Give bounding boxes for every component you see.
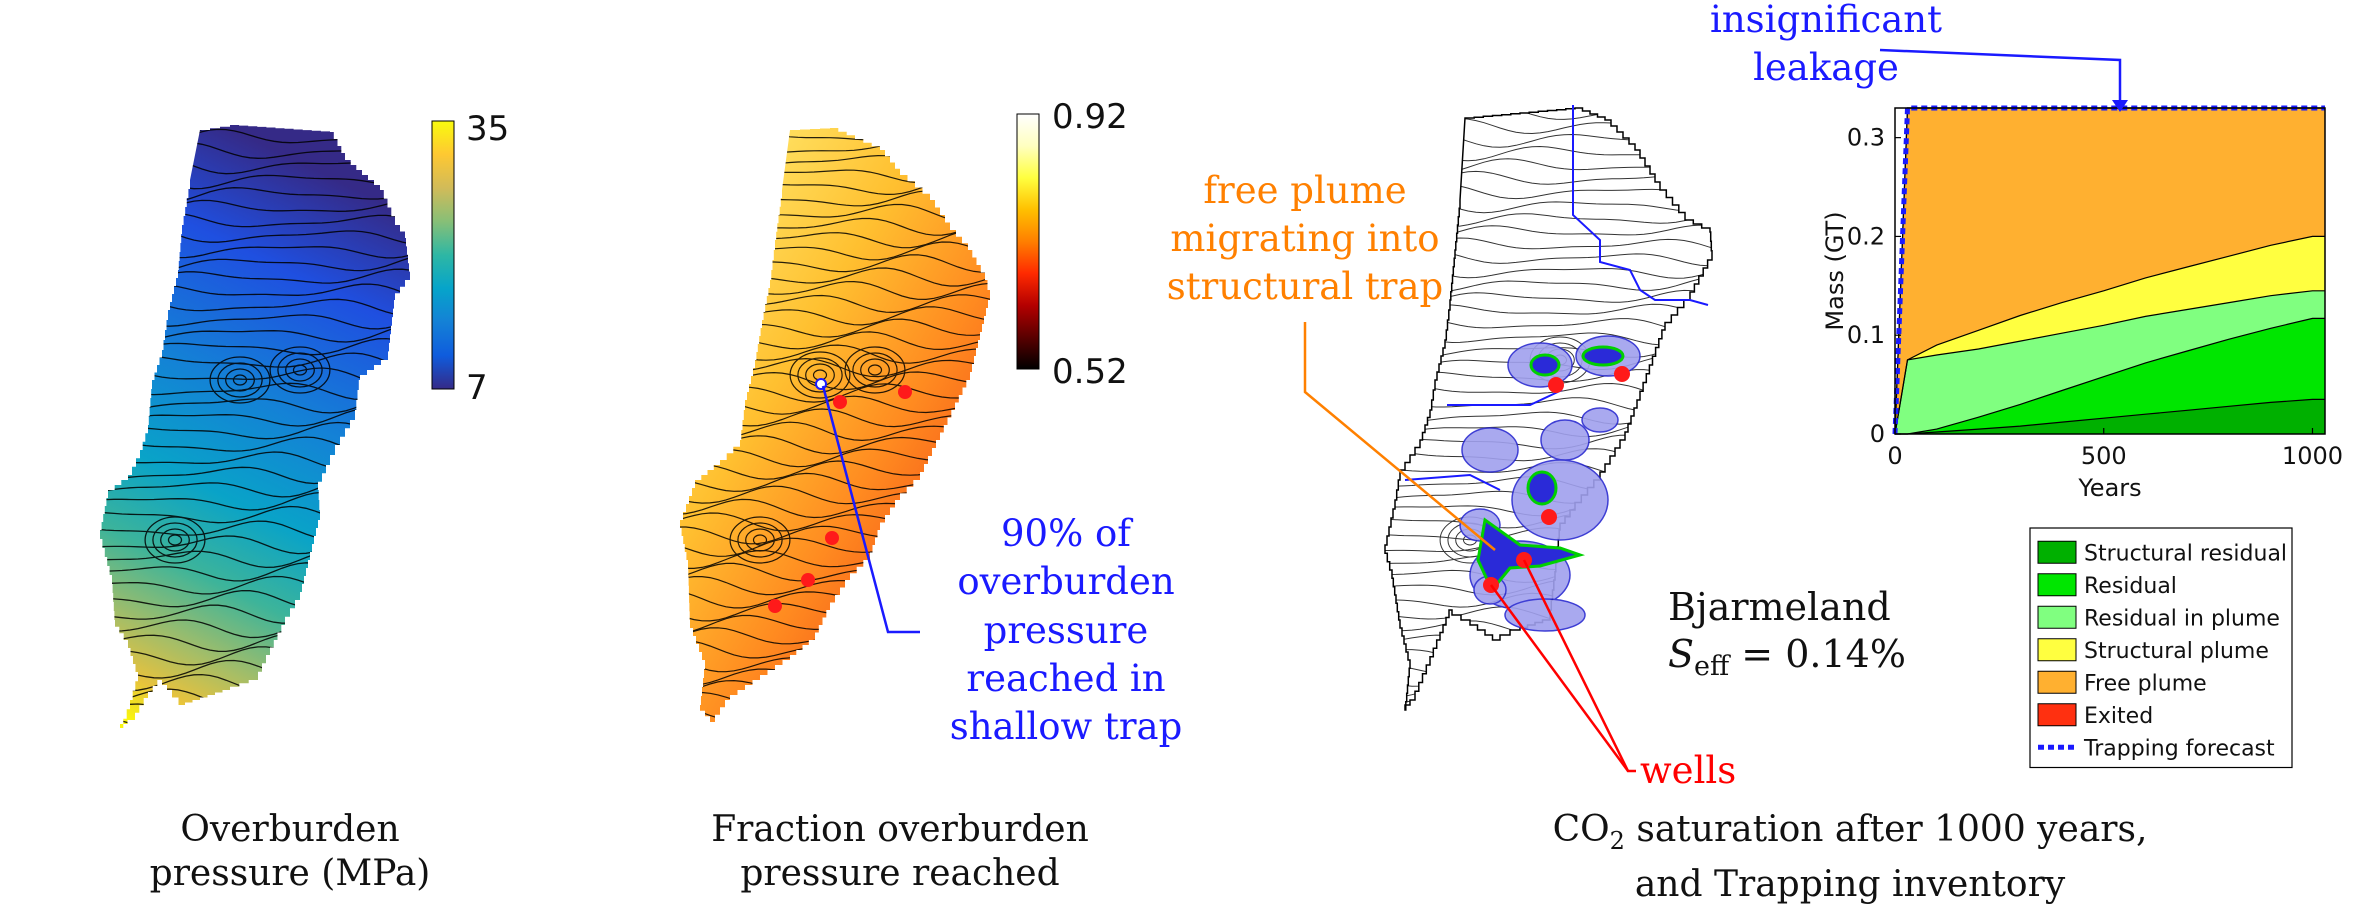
y-axis-label: Mass (GT) <box>1821 211 1849 330</box>
plume-annotation-line2: migrating into <box>1170 217 1439 260</box>
wells-annotation-leader-2 <box>1489 584 1630 772</box>
fraction-field <box>680 128 990 722</box>
plume-annotation-line3: structural trap <box>1167 265 1443 308</box>
spill-path-1 <box>1572 105 1709 306</box>
fraction-well-2 <box>898 385 912 399</box>
caption-overburden-line2: pressure (MPa) <box>149 853 431 894</box>
area-free-plume <box>1895 108 2325 434</box>
caption-saturation-line2: and Trapping inventory <box>1634 864 2066 906</box>
x-tick-label: 500 <box>2081 442 2127 470</box>
caption-overburden-line1: Overburden <box>180 809 400 850</box>
x-axis-ticks: 0 500 1000 <box>1887 428 2343 470</box>
overburden-map <box>100 125 410 728</box>
legend-label: Residual <box>2084 574 2177 599</box>
y-tick-label: 0 <box>1870 420 1885 448</box>
legend-swatch <box>2037 540 2077 564</box>
overburden-colorbar: 35 7 <box>431 109 509 408</box>
caption-saturation-line1: CO2 saturation after 1000 years, <box>1552 809 2148 856</box>
plot-frame <box>1894 107 2326 435</box>
legend-label: Residual in plume <box>2084 606 2280 631</box>
fraction-colorbar: 0.92 0.52 <box>1016 97 1128 392</box>
well-3 <box>1541 509 1557 525</box>
caption-fraction: Fraction overburden pressure reached <box>680 808 1120 896</box>
legend-label: Structural plume <box>2084 639 2269 664</box>
trapping-inventory-chart: 0 500 1000 0 0.1 0.2 0.3 Years Mass (GT) Stru… <box>1821 105 2343 769</box>
x-axis-label: Years <box>2077 474 2141 502</box>
plume-annotation: free plume migrating into structural tra… <box>1167 169 1443 308</box>
fraction-annotation-line4: reached in <box>966 657 1165 700</box>
area-residual-in-plume <box>1895 290 2325 434</box>
fraction-well-3 <box>825 531 839 545</box>
site-name: Bjarmeland <box>1668 585 1891 629</box>
well-2 <box>1614 366 1630 382</box>
fraction-colorbar-max: 0.92 <box>1052 97 1128 137</box>
wells-annotation-leader-1 <box>1522 559 1636 773</box>
plume-annotation-line1: free plume <box>1203 169 1406 212</box>
overburden-colorbar-min: 7 <box>466 368 488 408</box>
caption-overburden: Overburden pressure (MPa) <box>110 808 470 896</box>
legend: Structural residual Residual Residual in p… <box>2029 527 2293 769</box>
leak-annotation: insignificant leakage <box>1710 0 1942 89</box>
fraction-annotation: 90% of overburden pressure reached in sh… <box>950 512 1183 748</box>
legend-label: Trapping forecast <box>2083 736 2275 761</box>
spill-path-3 <box>1404 473 1501 491</box>
legend-label: Exited <box>2084 704 2153 729</box>
fraction-well-5 <box>768 599 782 613</box>
wells-annotation: wells <box>1640 749 1736 792</box>
legend-swatch <box>2037 670 2077 694</box>
spill-path-2 <box>1447 389 1563 406</box>
leak-annotation-leader <box>1879 48 2122 108</box>
area-structural-residual <box>1895 399 2325 434</box>
fraction-annotation-line5: shallow trap <box>950 705 1183 748</box>
seff-text: Seff = 0.14% <box>1668 632 1906 682</box>
legend-swatch <box>2037 573 2077 597</box>
leak-annotation-line2: leakage <box>1753 46 1899 89</box>
fraction-map <box>680 128 990 722</box>
legend-label: Structural residual <box>2084 541 2287 566</box>
plume-annotation-leader <box>1303 322 1496 551</box>
caption-fraction-line1: Fraction overburden <box>711 809 1089 850</box>
boundary-residual <box>1895 317 2325 435</box>
legend-swatch <box>2037 605 2077 629</box>
well-1 <box>1548 377 1564 393</box>
leak-annotation-arrowhead <box>2112 100 2128 112</box>
fraction-colorbar-min: 0.52 <box>1052 352 1128 392</box>
boundary-structural-residual <box>1895 398 2325 435</box>
leak-annotation-line1: insignificant <box>1710 0 1942 41</box>
x-tick-label: 0 <box>1887 442 1902 470</box>
site-label: Bjarmeland Seff = 0.14% <box>1668 585 1906 682</box>
fraction-colorbar-bar <box>1016 113 1040 370</box>
fraction-annotation-line2: overburden <box>957 560 1174 603</box>
legend-swatch <box>2037 703 2077 727</box>
fraction-well-1 <box>833 395 847 409</box>
fraction-annotation-line1: 90% of <box>1001 512 1133 555</box>
y-axis-ticks: 0 0.1 0.2 0.3 <box>1847 124 1901 448</box>
fraction-annotation-line3: pressure <box>984 609 1149 652</box>
x-tick-label: 1000 <box>2282 442 2343 470</box>
boundary-residual-in-plume <box>1894 290 2325 435</box>
y-tick-label: 0.3 <box>1847 124 1885 152</box>
y-tick-label: 0.2 <box>1847 222 1885 250</box>
legend-label: Free plume <box>2084 671 2207 696</box>
legend-swatch <box>2037 638 2077 662</box>
overburden-colorbar-max: 35 <box>466 109 509 149</box>
area-structural-plume <box>1895 236 2325 434</box>
caption-saturation: CO2 saturation after 1000 years, and Tra… <box>1460 808 2240 907</box>
caption-fraction-line2: pressure reached <box>740 853 1060 894</box>
fraction-well-4 <box>801 573 815 587</box>
area-residual <box>1895 318 2325 434</box>
fraction-annotation-leader <box>821 385 920 634</box>
y-tick-label: 0.1 <box>1847 321 1885 349</box>
boundary-structural-plume <box>1894 235 2325 435</box>
overburden-field <box>100 125 410 728</box>
overburden-colorbar-bar <box>431 120 455 390</box>
inventory-areas <box>1895 108 2325 434</box>
